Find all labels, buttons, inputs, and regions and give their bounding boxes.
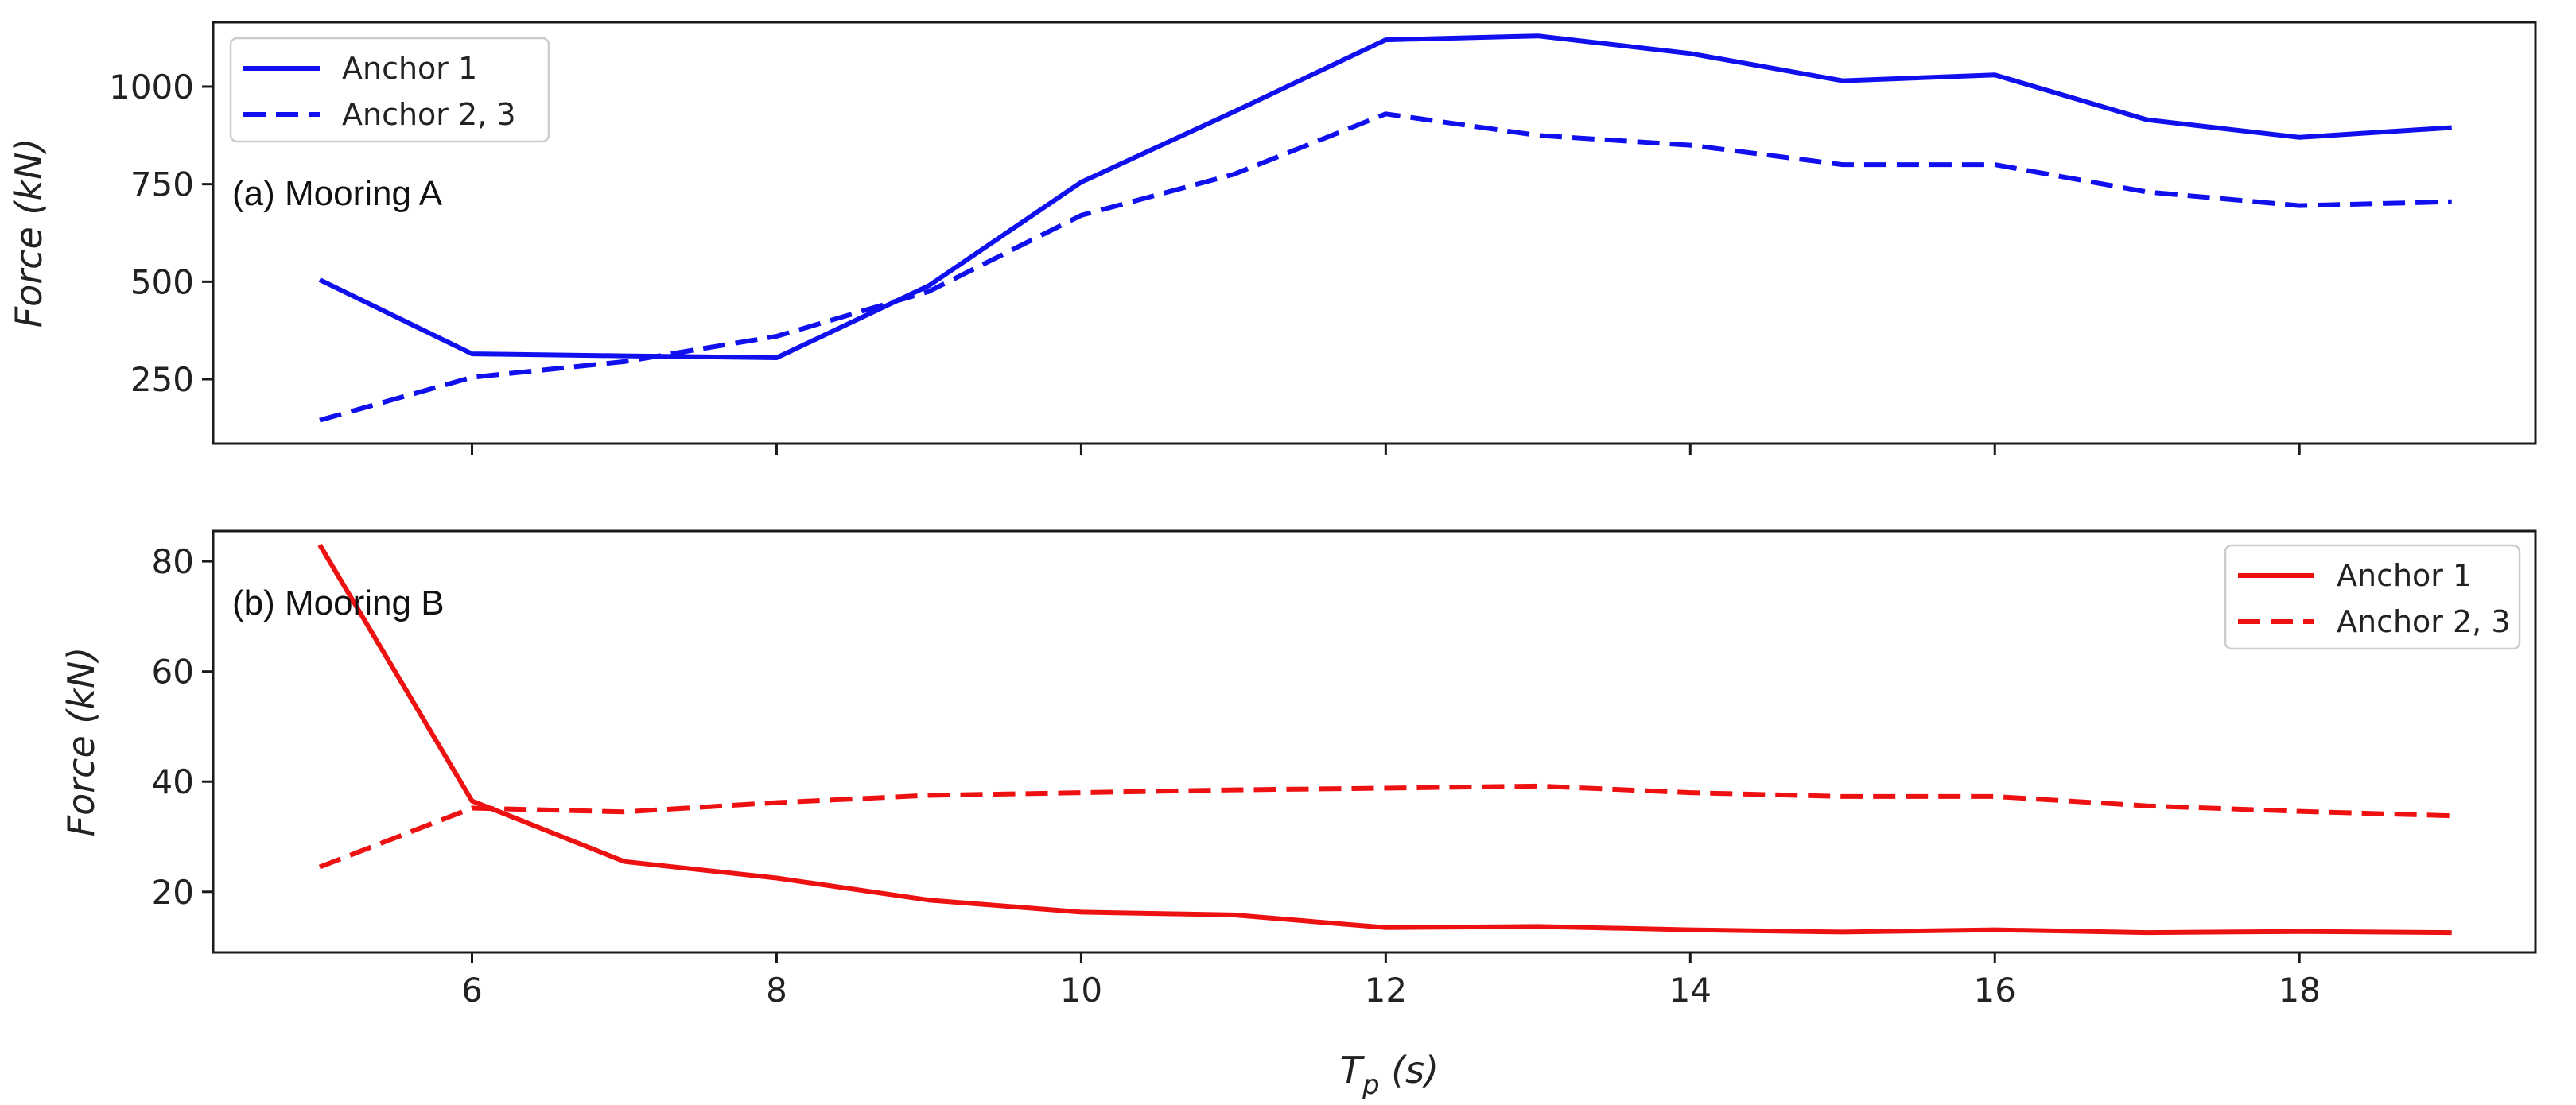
panel-b-x-tick-label: 10	[1060, 971, 1102, 1010]
panel-b-x-tick-label: 14	[1669, 971, 1712, 1010]
panel-b-frame	[212, 529, 2537, 954]
panel-b-x-tick-label: 6	[461, 971, 483, 1010]
panel-b-series-line-anchor-2-3	[318, 783, 2452, 870]
panel-b-y-tick-label: 80	[152, 542, 194, 581]
panel-b-label: (b) Mooring B	[232, 584, 445, 622]
panel-a-y-tick-label: 750	[130, 165, 194, 204]
panel-a-frame	[212, 21, 2537, 445]
chart-panel-mooring-a: 250 500 750 1000 (a) Mooring A Force (kN) A…	[7, 21, 2537, 455]
panel-a-y-axis-label: Force (kN)	[7, 138, 50, 328]
panel-b-x-tick-label: 16	[1974, 971, 2016, 1010]
panel-a-y-tick-label: 500	[130, 262, 194, 301]
panel-b-x-tick-label: 18	[2278, 971, 2320, 1010]
panel-a-y-tick-label: 1000	[109, 68, 194, 107]
panel-b-legend-box	[2224, 544, 2521, 650]
panel-b-legend-label-anchor-2-3: Anchor 2, 3	[2337, 604, 2511, 639]
panel-a-series-line-anchor-2-3	[319, 111, 2452, 423]
panel-a-legend: Anchor 1 Anchor 2, 3	[229, 37, 550, 143]
panel-b-x-tick-label: 8	[766, 971, 787, 1010]
panel-a-series-line-anchor-1	[318, 33, 2452, 360]
panel-b-y-tick-label: 60	[152, 653, 194, 692]
panel-b-series-line-anchor-1	[317, 543, 2452, 936]
panel-a-y-tick-label: 250	[130, 360, 194, 399]
panel-b-series-layer	[317, 543, 2452, 936]
panel-a-series-layer	[318, 33, 2452, 423]
panel-b-x-tick-label: 12	[1365, 971, 1407, 1010]
panel-a-legend-label-anchor-2-3: Anchor 2, 3	[342, 97, 516, 132]
panel-b-y-axis-label: Force (kN)	[60, 647, 103, 837]
panel-a-legend-label-anchor-1: Anchor 1	[342, 51, 477, 86]
panel-a-ticks: 250 500 750 1000	[109, 68, 2301, 455]
chart-panel-mooring-b: 6 8 10 12 14 16 18 20 40 60 80 (b) Mooring B Force…	[60, 529, 2537, 1010]
panel-b-legend: Anchor 1 Anchor 2, 3	[2224, 544, 2521, 650]
panel-a-label: (a) Mooring A	[232, 174, 443, 213]
panel-b-y-tick-label: 40	[152, 762, 194, 801]
x-axis-label: Tp (s)	[1340, 1049, 1439, 1101]
panel-b-ticks: 6 8 10 12 14 16 18 20 40 60 80	[152, 542, 2321, 1010]
panel-b-legend-label-anchor-1: Anchor 1	[2337, 558, 2472, 593]
panel-b-y-tick-label: 20	[152, 873, 194, 912]
